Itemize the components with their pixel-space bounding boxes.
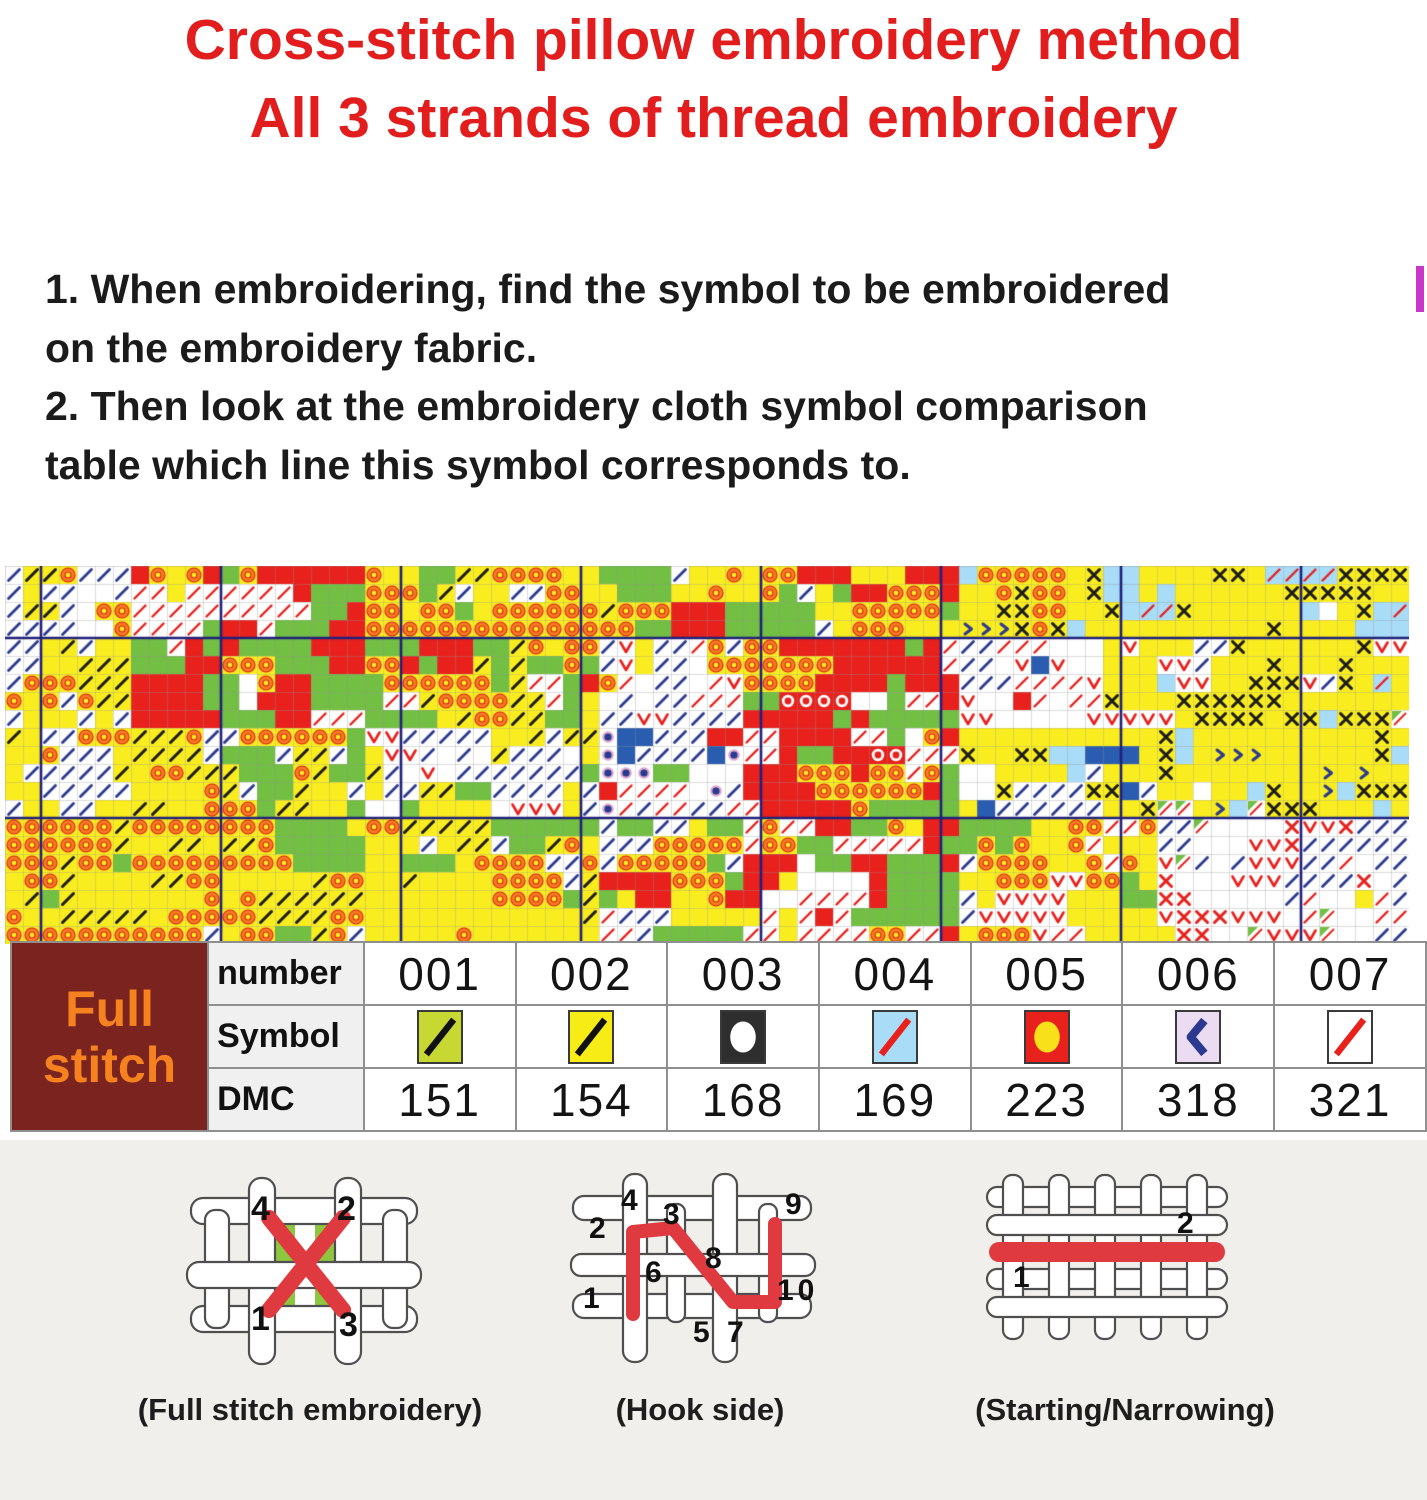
row-label-number: number [207,941,365,1006]
symbol-cell-006 [1121,1004,1276,1069]
number-value-001: 001 [362,941,517,1006]
stitch-number: 1 [583,1282,600,1315]
stitch-order-numbers: 4 2 1 3 [251,1190,358,1344]
title-line-1: Cross-stitch pillow embroidery method [184,8,1243,72]
red-starting-thread [989,1242,1225,1262]
diagram-footer: 4 2 1 3 (Full stitch embroidery) 2 4 [0,1140,1427,1500]
caption-starting-narrowing: (Starting/Narrowing) [975,1392,1275,1427]
title-line-2: All 3 strands of thread embroidery [249,85,1178,150]
symbol-cell-002 [514,1004,669,1069]
stitch-number: 5 [693,1316,710,1349]
stitch-number: 8 [705,1242,722,1275]
group-label-line-1: Full [65,980,154,1037]
symbol-cell-007 [1273,1004,1427,1069]
stitch-number: 10 [777,1274,818,1307]
stitch-number: 2 [337,1190,356,1228]
symbol-swatch-006 [1175,1009,1222,1064]
full-stitch-group-cell: Full stitch [9,941,210,1132]
stitch-number: 4 [251,1190,270,1228]
symbol-cell-003 [666,1004,820,1069]
dmc-value-318: 318 [1121,1067,1276,1132]
full-stitch-diagram: 4 2 1 3 [185,1176,423,1366]
number-value-005: 005 [969,941,1124,1006]
magenta-caret-mark [1416,266,1424,312]
number-value-006: 006 [1121,941,1276,1006]
dmc-value-168: 168 [666,1067,820,1132]
stitch-order-numbers: 2 1 [1013,1207,1194,1294]
symbol-cell-005 [969,1004,1124,1069]
legend-row-dmc: DMC 151 154 168 169 223 318 321 [11,1067,1427,1132]
legend-row-number: Full stitch number 001 002 003 004 005 006 007 [9,941,1427,1132]
hook-side-diagram: 2 4 3 9 6 8 1 5 7 10 [569,1172,818,1364]
stitch-number: 3 [663,1198,680,1231]
stitch-number: 2 [1177,1207,1194,1240]
instruction-line-4: table which line this symbol corresponds… [45,441,911,488]
symbol-swatch-003 [720,1009,767,1064]
legend-row-symbol: Symbol [11,1004,1427,1069]
symbol-swatch-007 [1327,1009,1374,1064]
caption-full-stitch: (Full stitch embroidery) [137,1392,483,1427]
dmc-value-223: 223 [969,1067,1124,1132]
number-value-002: 002 [514,941,669,1006]
legend-table: Full stitch number 001 002 003 004 005 006 007… [9,941,1427,1132]
stitch-order-numbers: 2 4 3 9 6 8 1 5 7 10 [583,1184,818,1349]
dmc-value-321: 321 [1273,1067,1427,1132]
page-title: Cross-stitch pillow embroidery method Al… [0,2,1427,157]
symbol-cell-001 [362,1004,517,1069]
symbol-swatch-001 [416,1009,463,1064]
stitch-number: 1 [1013,1261,1030,1294]
stitch-number: 6 [645,1256,662,1289]
stitch-number: 1 [251,1300,270,1338]
caption-hook-side: (Hook side) [615,1392,785,1427]
instruction-line-1: 1. When embroidering, find the symbol to… [45,266,1171,312]
stitch-number: 4 [621,1184,638,1217]
symbol-swatch-002 [568,1009,615,1064]
stitch-number: 2 [589,1212,606,1245]
group-label-line-2: stitch [42,1036,177,1093]
number-value-007: 007 [1273,941,1427,1006]
dmc-value-169: 169 [817,1067,972,1132]
symbol-cell-004 [817,1004,972,1069]
stitch-number: 3 [339,1306,358,1344]
instruction-line-3: 2. Then look at the embroidery cloth sym… [45,383,1148,430]
row-label-symbol: Symbol [207,1004,365,1069]
row-label-dmc: DMC [207,1067,365,1132]
symbol-swatch-004 [871,1009,918,1064]
stitch-number: 7 [727,1316,744,1349]
stitch-pattern-chart [5,566,1409,944]
dmc-value-154: 154 [514,1067,669,1132]
number-value-003: 003 [666,941,820,1006]
red-hook-thread [626,1217,782,1321]
instructions: 1. When embroidering, find the symbol to… [45,260,1417,495]
red-cross-thread [261,1210,351,1318]
stitch-number: 9 [785,1188,802,1221]
dmc-value-151: 151 [362,1067,517,1132]
number-value-004: 004 [817,941,972,1006]
starting-narrowing-diagram: 2 1 [985,1173,1229,1341]
instruction-line-2: on the embroidery fabric. [45,324,538,371]
symbol-swatch-005 [1023,1009,1070,1064]
